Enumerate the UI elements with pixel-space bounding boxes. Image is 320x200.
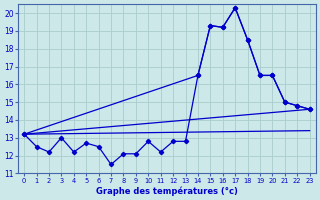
X-axis label: Graphe des températures (°c): Graphe des températures (°c): [96, 186, 238, 196]
